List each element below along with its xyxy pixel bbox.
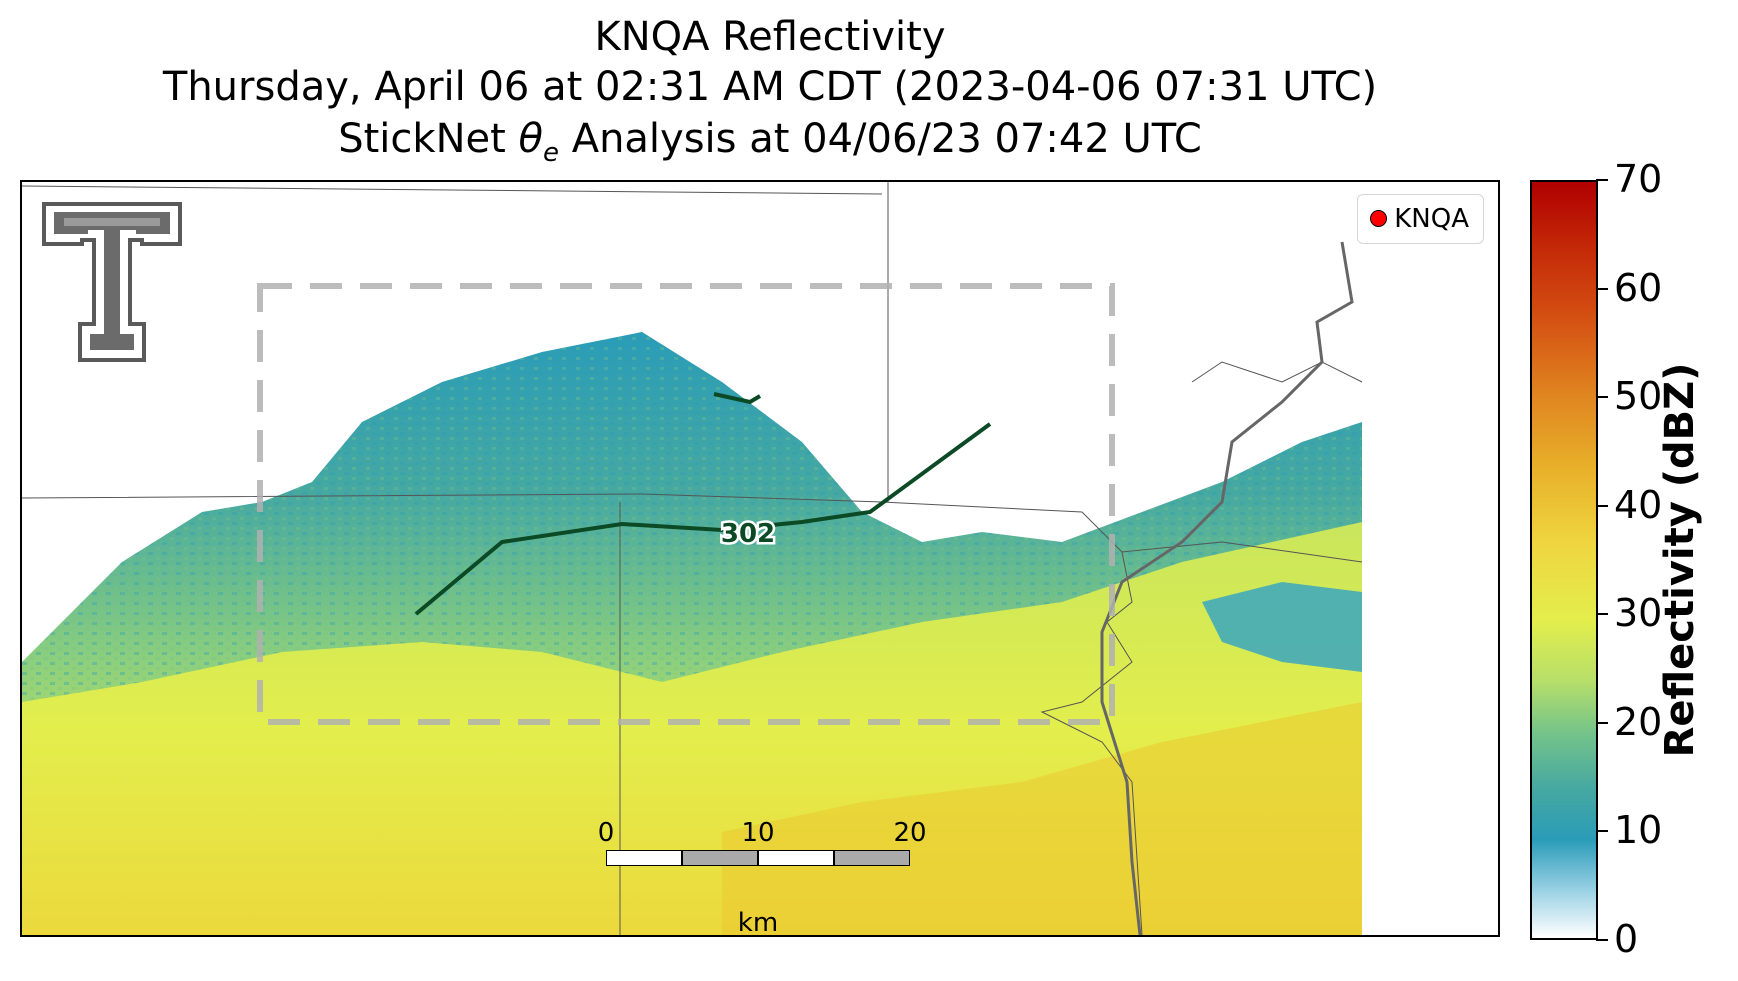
- scale-segment-2: [682, 850, 758, 866]
- colorbar: [1530, 180, 1598, 940]
- state-boundary: [1100, 241, 1354, 935]
- radar-map-canvas: 302: [22, 182, 1363, 935]
- theta-subscript: e: [542, 138, 559, 168]
- colorbar-tick-label: 70: [1614, 157, 1663, 201]
- chart-subtitle-time: Thursday, April 06 at 02:31 AM CDT (2023…: [162, 64, 1378, 110]
- theta-e-contour-302: [414, 422, 992, 616]
- colorbar-tick-mark: [1596, 287, 1608, 290]
- colorbar-tick-mark: [1596, 396, 1608, 399]
- colorbar-tick-label: 60: [1614, 265, 1663, 310]
- colorbar-tick-mark: [1596, 504, 1608, 507]
- analysis-suffix: Analysis at 04/06/23 07:42 UTC: [558, 116, 1202, 162]
- theta-symbol: θ: [518, 116, 543, 162]
- colorbar-tick-label: 0: [1614, 917, 1639, 961]
- scale-segment-1: [606, 850, 682, 866]
- colorbar-tick-mark: [1596, 830, 1608, 833]
- radar-site-marker-icon: [1370, 210, 1388, 227]
- colorbar-tick-label: 40: [1614, 482, 1663, 527]
- colorbar-tick-mark: [1596, 613, 1608, 616]
- colorbar-tick-label: 20: [1614, 699, 1663, 744]
- legend-label: KNQA: [1394, 204, 1469, 234]
- colorbar-tick-mark: [1596, 721, 1608, 724]
- reflectivity-east-cyan-cell: [1202, 582, 1362, 672]
- analysis-prefix: StickNet: [338, 116, 519, 162]
- reflectivity-southeast-peak: [722, 702, 1362, 935]
- radar-map[interactable]: 302 KNQA: [20, 180, 1500, 937]
- contour-label: 302: [721, 519, 775, 549]
- colorbar-title: Reflectivity (dBZ): [1657, 362, 1703, 758]
- scale-tick-10: 10: [741, 818, 775, 848]
- map-legend: KNQA: [1357, 194, 1484, 244]
- chart-title: KNQA Reflectivity: [594, 14, 946, 60]
- scale-segment-4: [834, 850, 910, 866]
- scale-unit: km: [737, 908, 779, 938]
- colorbar-tick-label: 50: [1614, 374, 1663, 419]
- colorbar-tick-label: 10: [1614, 808, 1663, 853]
- colorbar-tick-label: 30: [1614, 591, 1663, 636]
- chart-subtitle-analysis: StickNet θe Analysis at 04/06/23 07:42 U…: [0, 116, 1540, 176]
- scale-tick-0: 0: [597, 818, 615, 848]
- scale-tick-20: 20: [893, 818, 927, 848]
- colorbar-tick-mark: [1596, 179, 1608, 181]
- theta-e-contour-segment: [713, 392, 762, 405]
- scale-segment-3: [758, 850, 834, 866]
- colorbar-tick-mark: [1596, 939, 1608, 941]
- analysis-domain-box: [257, 283, 1115, 725]
